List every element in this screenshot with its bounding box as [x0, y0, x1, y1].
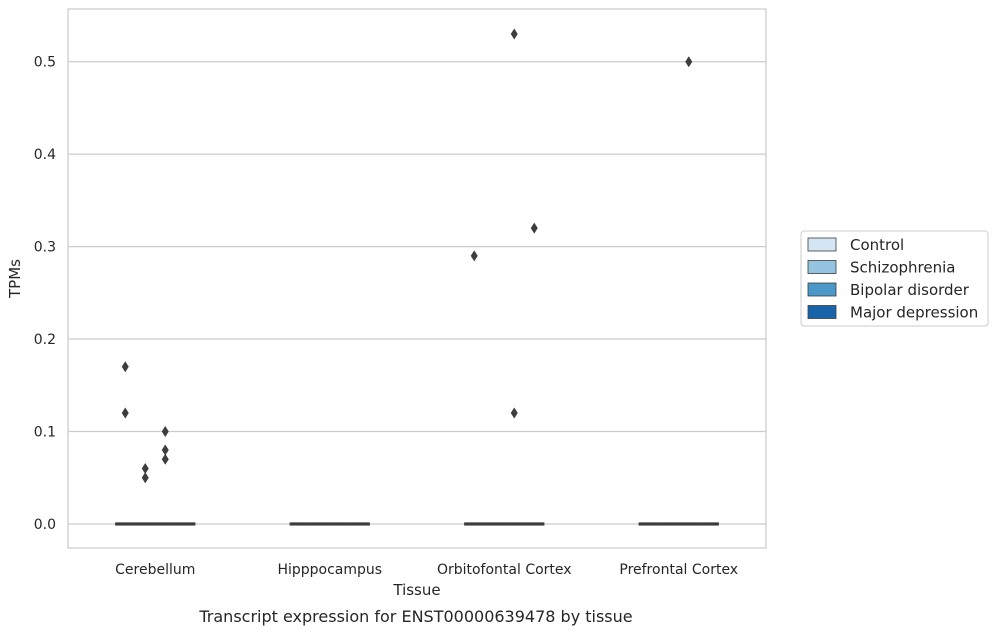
outlier-point — [530, 222, 538, 234]
y-tick-label: 0.3 — [34, 240, 56, 256]
outlier-point — [141, 462, 149, 474]
outlier-point — [510, 28, 518, 40]
y-tick-label: 0.1 — [34, 425, 56, 441]
x-tick-label: Orbitofontal Cortex — [437, 562, 572, 578]
legend-swatch — [807, 237, 837, 252]
y-tick-label: 0.4 — [34, 147, 56, 163]
y-tick-label: 0.0 — [34, 517, 56, 533]
outlier-point — [161, 426, 169, 438]
legend-label: Schizophrenia — [850, 259, 955, 277]
x-axis-ticks: Cerebellum Hipppocampus Orbitofontal Corte… — [115, 562, 738, 578]
legend: Control Schizophrenia Bipolar disorder Majo… — [800, 230, 989, 327]
legend-label: Bipolar disorder — [850, 281, 970, 299]
legend-label: Control — [850, 236, 904, 254]
outlier-point — [685, 56, 693, 68]
outlier-point — [470, 250, 478, 262]
gridlines — [68, 61, 766, 525]
x-tick-label: Cerebellum — [115, 562, 195, 578]
legend-swatch — [807, 305, 837, 319]
outlier-point — [121, 407, 129, 419]
outlier-points — [121, 28, 693, 484]
outlier-point — [510, 407, 518, 419]
legend-frame — [800, 230, 989, 327]
x-tick-label: Hipppocampus — [277, 562, 382, 578]
legend-swatch — [807, 260, 837, 274]
y-axis-ticks: 0.0 0.1 0.2 0.3 0.4 0.5 — [34, 55, 56, 533]
chart-caption: Transcript expression for ENST0000063947… — [198, 607, 632, 626]
outlier-point — [161, 444, 169, 456]
y-tick-label: 0.2 — [34, 332, 56, 348]
outlier-point — [161, 453, 169, 465]
x-axis-title: Tissue — [392, 581, 440, 599]
boxes — [115, 522, 719, 526]
outlier-point — [141, 472, 149, 484]
x-tick-label: Prefrontal Cortex — [619, 562, 738, 578]
legend-label: Major depression — [850, 304, 978, 322]
y-axis-title: TPMs — [6, 259, 24, 299]
legend-swatch — [807, 282, 837, 297]
outlier-point — [121, 361, 129, 373]
y-tick-label: 0.5 — [34, 55, 56, 71]
plot-area-frame — [67, 8, 767, 549]
